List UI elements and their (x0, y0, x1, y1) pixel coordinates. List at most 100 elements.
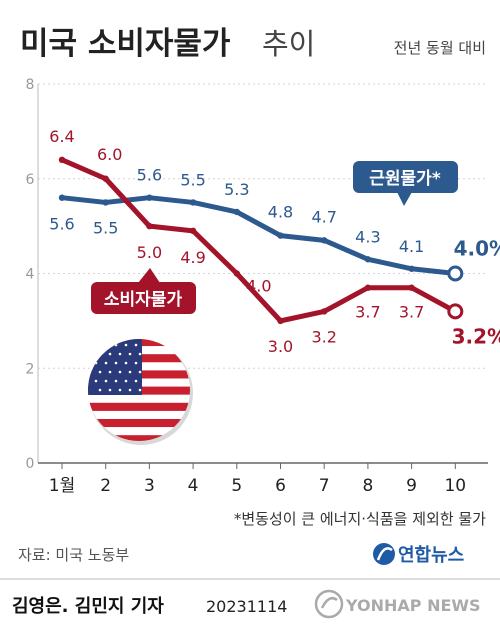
chart-title: 미국 소비자물가 (20, 26, 231, 62)
cpi-line (59, 157, 458, 324)
flag-star (94, 379, 98, 383)
data-point (102, 199, 109, 206)
data-point (58, 156, 66, 163)
cpi-data-label: 6.0 (97, 145, 122, 164)
core-data-label: 4.8 (268, 203, 293, 222)
flag-star (118, 388, 122, 392)
core-data-label: 5.3 (224, 180, 249, 199)
flag-star (134, 379, 138, 383)
data-point (189, 227, 197, 235)
flag-canton (88, 339, 142, 395)
flag-star (114, 379, 118, 383)
data-point (321, 237, 328, 244)
footnote: *변동성이 큰 에너지·식품을 제외한 물가 (234, 510, 486, 528)
flag-star (98, 352, 102, 356)
data-point (277, 232, 284, 239)
flag-star (118, 370, 122, 374)
flag-star (114, 343, 118, 347)
y-tick-label: 6 (26, 172, 35, 188)
data-labels: 6.4 6.0 5.0 4.9 4.0 3.0 3.2 3.7 3.7 3.2% 5.6 5.5 5.6… (49, 127, 500, 356)
yonhap-watermark: YONHAP NEWS (314, 589, 481, 619)
x-tick-label: 2 (100, 476, 111, 496)
cpi-data-label: 4.0 (246, 277, 271, 296)
flag-star (104, 379, 108, 383)
core-data-label: 5.6 (137, 166, 162, 185)
data-point (146, 194, 153, 201)
flag-stripe (88, 419, 190, 428)
x-tick-label: 3 (144, 476, 155, 496)
flag-stripe (88, 435, 190, 441)
flag-star (94, 361, 98, 365)
data-point (321, 308, 328, 315)
flag-stripe (88, 427, 190, 436)
y-tick-label: 0 (26, 456, 35, 472)
data-point (146, 222, 153, 230)
grid (37, 83, 488, 464)
data-point (58, 194, 66, 201)
cpi-data-label: 6.4 (49, 127, 74, 146)
flag-star (108, 388, 112, 392)
cpi-callout: 소비자물가 (91, 268, 196, 314)
cpi-callout-label: 소비자물가 (104, 290, 183, 310)
flag-stripe (88, 394, 190, 403)
flag-star (98, 370, 102, 374)
flag-star (98, 388, 102, 392)
x-tick-label: 1월 (49, 476, 75, 496)
core-data-label: 4.0% (454, 237, 500, 261)
us-flag-icon (88, 339, 193, 445)
cpi-data-label: 3.2 (311, 327, 336, 346)
data-point (408, 284, 415, 291)
cpi-data-label: 5.0 (137, 243, 162, 262)
x-tick-label: 4 (188, 476, 199, 496)
data-point (102, 175, 109, 182)
core-data-label: 5.5 (180, 170, 205, 189)
x-tick-label: 10 (444, 476, 466, 496)
data-point (364, 256, 372, 263)
data-point (233, 270, 240, 277)
chart-title-suffix: 추이 (262, 27, 315, 61)
core-data-label: 5.5 (93, 218, 118, 237)
cpi-data-label: 3.0 (268, 337, 293, 356)
data-point (277, 317, 284, 325)
cpi-data-label: 3.7 (355, 303, 380, 322)
x-tick-label: 5 (231, 476, 242, 496)
series-lines (58, 156, 464, 325)
core-data-label: 4.3 (355, 227, 380, 246)
core-data-label: 5.6 (49, 215, 74, 234)
flag-star (128, 388, 132, 392)
flag-star (108, 352, 112, 356)
cpi-data-label: 4.9 (180, 248, 205, 267)
flag-star (104, 361, 108, 365)
flag-star (114, 361, 118, 365)
x-tick-label: 8 (362, 476, 373, 496)
core-callout-label: 근원물가* (369, 169, 441, 189)
y-tick-label: 8 (26, 77, 35, 93)
flag-stripe (88, 410, 190, 420)
x-tick-label: 7 (319, 476, 330, 496)
end-point (447, 303, 464, 320)
x-tick-label: 6 (275, 476, 286, 496)
cpi-data-label: 3.7 (399, 303, 424, 322)
flag-star (138, 352, 142, 356)
agency-name: 연합뉴스 (398, 544, 464, 566)
y-tick-label: 4 (26, 267, 35, 283)
flag-star (134, 361, 138, 365)
flag-star (128, 370, 132, 374)
flag-star (104, 343, 108, 347)
flag-star (124, 379, 128, 383)
axis-ticks: 0 2 4 6 8 1월 2 3 4 5 6 7 8 9 10 (26, 77, 467, 496)
flag-star (128, 352, 132, 356)
flag-star (124, 361, 128, 365)
data-point (189, 199, 197, 206)
flag-star (94, 343, 98, 347)
source-note: 자료: 미국 노동부 (18, 546, 129, 564)
flag-star (108, 370, 112, 374)
data-point (233, 208, 240, 216)
flag-star (118, 352, 122, 356)
cpi-data-label: 3.2% (452, 324, 500, 348)
watermark-text: YONHAP NEWS (345, 596, 481, 615)
y-tick-label: 2 (26, 361, 35, 377)
core-data-label: 4.7 (311, 207, 336, 226)
